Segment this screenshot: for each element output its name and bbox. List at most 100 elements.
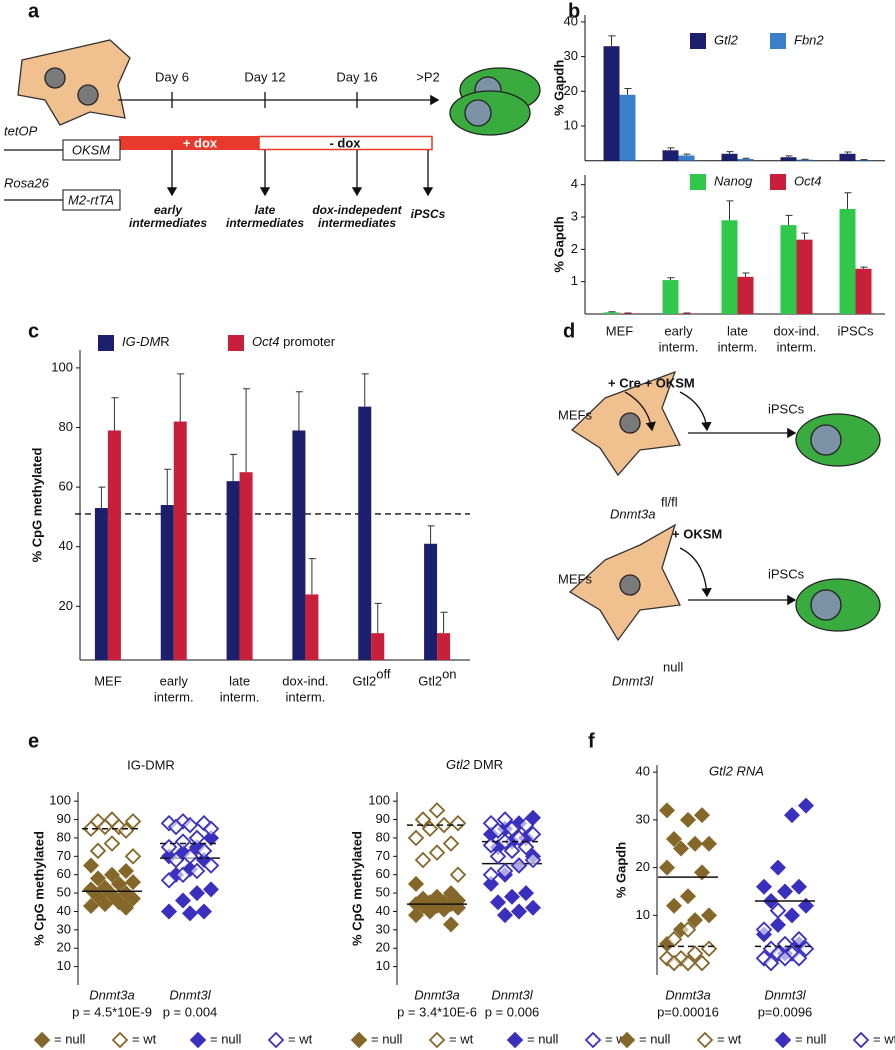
x-tick-label: late	[229, 673, 250, 688]
error-bar	[726, 200, 734, 221]
data-point	[482, 866, 500, 883]
error-bar	[785, 155, 793, 158]
error-bar	[608, 311, 616, 313]
bar	[721, 153, 738, 161]
data-point	[679, 921, 697, 938]
legend-label: = wt	[132, 1031, 157, 1046]
y-tick-label: 70	[376, 848, 390, 863]
nucleus	[44, 67, 66, 89]
data-point	[202, 857, 220, 874]
x-tick-label: iPSCs	[837, 323, 874, 338]
data-point	[442, 835, 460, 852]
data-point	[666, 897, 682, 914]
data-point	[82, 820, 100, 838]
nucleus	[810, 589, 842, 621]
legend-marker	[774, 1031, 792, 1049]
y-tick-label: 80	[59, 419, 73, 434]
y-axis-label: % CpG methylated	[349, 831, 364, 946]
bar	[737, 276, 754, 314]
bar	[796, 159, 813, 161]
y-tick-label: 100	[368, 793, 390, 808]
source: MEFs	[558, 571, 592, 586]
data-point	[659, 859, 675, 876]
y-tick-label: 40	[636, 764, 650, 779]
x-tick-label: interm.	[286, 689, 326, 704]
data-point	[659, 802, 675, 819]
error-bar	[608, 35, 616, 47]
bar	[839, 208, 856, 314]
error-bar	[742, 272, 750, 277]
data-point	[103, 835, 121, 852]
data-point	[161, 903, 177, 920]
data-point	[686, 945, 704, 962]
bar	[619, 313, 636, 314]
data-point	[181, 848, 199, 865]
panel-d: d MEFs + Cre + OKSM iPSCs Dnmt3a fl/fl M…	[558, 320, 881, 688]
bar	[662, 150, 679, 161]
error-bar	[177, 373, 185, 422]
legend-label: Oct4	[794, 173, 821, 188]
day-label: Day 6	[155, 69, 189, 84]
error-bar	[742, 157, 750, 159]
y-tick-label: 30	[564, 48, 578, 63]
data-point	[755, 921, 773, 938]
legend-marker	[584, 1031, 602, 1049]
error-bar	[726, 151, 734, 154]
data-point	[693, 954, 711, 972]
legend-marker	[696, 1031, 714, 1049]
legend-label: = null	[527, 1031, 559, 1046]
data-point	[189, 885, 205, 902]
phase-label: - dox	[329, 135, 361, 150]
data-point	[700, 940, 718, 958]
data-point	[770, 916, 786, 933]
data-point	[701, 907, 717, 924]
y-tick-label: 3	[571, 208, 578, 223]
legend-label: = wt	[873, 1031, 895, 1046]
data-point	[756, 878, 772, 895]
data-point	[776, 950, 794, 967]
error-bar	[440, 611, 448, 634]
data-point	[167, 818, 185, 836]
data-point	[680, 811, 696, 828]
genotype: Dnmt3l	[612, 673, 654, 688]
data-point	[96, 818, 114, 836]
y-tick-label: 40	[376, 903, 390, 918]
y-tick-label: 4	[571, 176, 578, 191]
legend-label: = null	[210, 1031, 242, 1046]
stage: dox-indepedent	[312, 203, 402, 217]
x-tick-label: early	[664, 323, 693, 338]
x-tick-label: Gtl2	[418, 673, 442, 688]
bar	[737, 158, 754, 161]
y-axis-label: % Gapdh	[551, 216, 566, 272]
legend-marker	[111, 1031, 129, 1049]
x-tick-label: MEF	[94, 673, 122, 688]
p-value: p=0.00016	[657, 1004, 719, 1019]
legend-label: = wt	[288, 1031, 313, 1046]
data-point	[203, 881, 219, 898]
data-point	[762, 954, 780, 972]
data-point	[435, 816, 453, 834]
data-point	[175, 892, 191, 909]
stage: intermediates	[318, 216, 396, 230]
legend-marker	[428, 1031, 446, 1049]
data-point	[160, 871, 178, 889]
promoter: tetOP	[4, 123, 38, 138]
p-value: p = 3.4*10E-6	[397, 1004, 477, 1019]
stage: iPSCs	[411, 207, 446, 221]
chart-title: IG-DMR	[127, 757, 175, 772]
bar	[619, 94, 636, 161]
data-point	[160, 838, 178, 856]
legend-swatch	[228, 335, 244, 351]
error-bar	[860, 266, 868, 269]
bar	[160, 505, 174, 660]
legend-label: = wt	[717, 1031, 742, 1046]
error-bar	[683, 153, 691, 156]
legend-swatch	[770, 33, 786, 49]
data-point	[195, 842, 213, 860]
data-point	[777, 883, 793, 900]
x-tick-label: Dnmt3a	[89, 987, 135, 1002]
data-point	[174, 833, 192, 850]
data-point	[202, 820, 220, 838]
data-point	[118, 863, 134, 880]
source: MEFs	[558, 407, 592, 422]
